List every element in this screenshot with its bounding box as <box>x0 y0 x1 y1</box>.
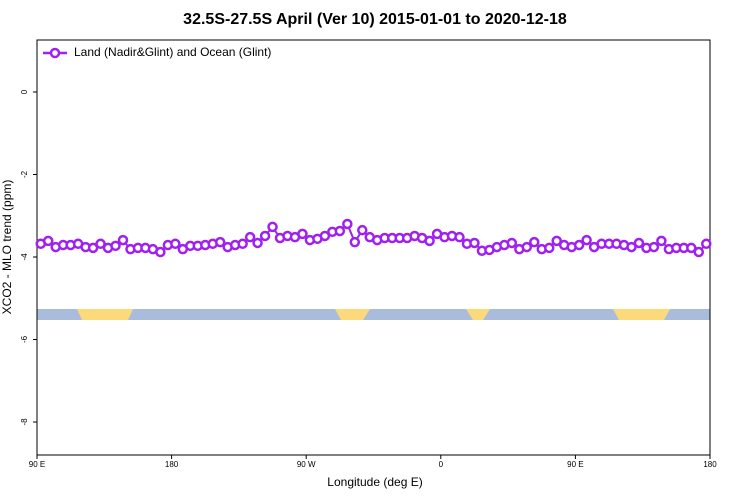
data-point <box>701 238 712 250</box>
data-point <box>117 234 129 246</box>
x-tick-label: 0 <box>439 460 444 469</box>
y-tick-label: -2 <box>20 170 29 178</box>
data-point <box>342 218 353 230</box>
data-point <box>95 238 106 250</box>
data-point <box>252 237 263 249</box>
data-point <box>633 237 645 249</box>
land-segment <box>335 309 370 320</box>
land-segment <box>613 309 670 320</box>
data-point <box>237 238 248 250</box>
y-tick-label: -4 <box>20 253 29 261</box>
data-point <box>349 236 361 248</box>
data-point <box>581 234 592 246</box>
y-tick-label: -6 <box>20 335 29 343</box>
legend-marker <box>49 47 61 59</box>
data-point <box>259 230 271 242</box>
data-point <box>469 237 480 249</box>
x-tick-label: 90 E <box>29 460 45 469</box>
data-point <box>297 228 308 240</box>
plot-frame <box>36 39 711 456</box>
ocean-band <box>37 309 710 320</box>
data-point <box>42 235 54 247</box>
x-tick-label: 180 <box>703 460 717 469</box>
data-point <box>214 236 226 248</box>
data-point <box>543 242 555 254</box>
data-point <box>87 242 99 254</box>
data-point <box>170 238 181 250</box>
data-point <box>155 246 166 258</box>
data-point <box>319 230 331 242</box>
x-tick-label: 90 E <box>567 460 583 469</box>
data-point <box>693 246 705 258</box>
data-point <box>357 224 368 236</box>
land-ocean-band <box>37 309 710 320</box>
y-tick-label: -8 <box>20 418 29 426</box>
data-point <box>454 231 465 243</box>
data-point <box>521 241 533 253</box>
x-axis-label: Longitude (deg E) <box>327 475 422 489</box>
data-point <box>424 235 435 247</box>
x-tick-label: 180 <box>165 460 179 469</box>
y-tick-label: 0 <box>20 89 29 94</box>
data-point <box>506 237 518 249</box>
land-segment <box>77 309 133 320</box>
data-point <box>110 240 121 252</box>
data-point <box>573 239 585 251</box>
data-point <box>656 235 667 247</box>
data-point <box>626 241 637 253</box>
legend-label: Land (Nadir&Glint) and Ocean (Glint) <box>74 45 271 59</box>
data-point <box>267 221 278 233</box>
data-point <box>648 241 660 253</box>
data-point <box>686 242 697 254</box>
land-segment <box>466 309 490 320</box>
chart-title: 32.5S-27.5S April (Ver 10) 2015-01-01 to… <box>183 11 567 28</box>
y-axis-label: XCO2 - MLO trend (ppm) <box>0 180 14 315</box>
data-point <box>244 231 256 243</box>
data-point <box>529 236 540 248</box>
data-point <box>551 235 562 247</box>
x-tick-label: 90 W <box>297 460 316 469</box>
data-point <box>334 225 346 237</box>
